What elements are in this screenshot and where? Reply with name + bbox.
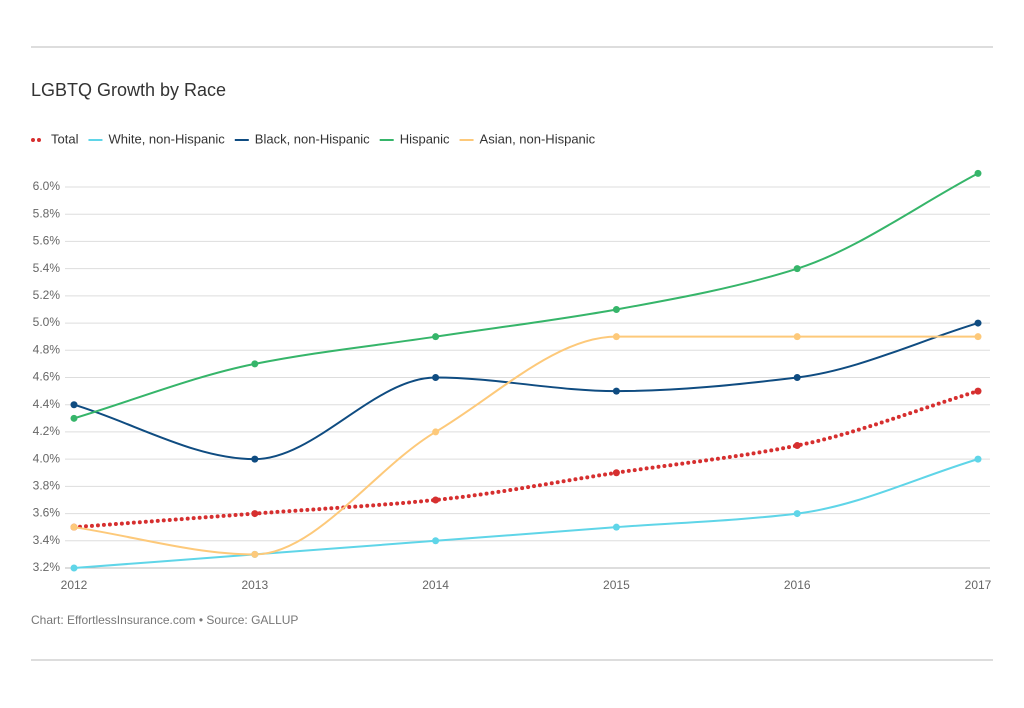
series-line	[73, 172, 979, 420]
x-tick-label: 2016	[784, 578, 811, 592]
data-point	[793, 333, 801, 341]
y-tick-label: 4.8%	[33, 342, 61, 356]
legend-label: Black, non-Hispanic	[255, 131, 370, 146]
data-point	[974, 455, 982, 463]
x-tick-label: 2015	[603, 578, 630, 592]
y-tick-label: 3.6%	[33, 506, 61, 520]
y-tick-label: 5.8%	[33, 206, 61, 220]
data-point	[432, 496, 440, 504]
y-tick-label: 3.2%	[33, 560, 61, 574]
data-point	[251, 455, 259, 463]
y-tick-label: 4.4%	[33, 397, 61, 411]
data-point	[70, 414, 78, 422]
data-point	[974, 319, 982, 327]
data-point	[612, 305, 620, 313]
legend-label: Total	[51, 131, 79, 146]
data-point	[793, 265, 801, 273]
data-point	[70, 401, 78, 409]
data-point	[793, 442, 801, 450]
data-point	[432, 374, 440, 382]
data-point	[251, 550, 259, 558]
y-tick-label: 4.2%	[33, 424, 61, 438]
y-tick-label: 5.0%	[33, 315, 61, 329]
data-point	[432, 333, 440, 341]
x-tick-label: 2013	[241, 578, 268, 592]
data-point	[251, 360, 259, 368]
x-tick-label: 2012	[61, 578, 88, 592]
x-tick-label: 2014	[422, 578, 449, 592]
data-point	[612, 387, 620, 395]
series-line	[72, 389, 980, 530]
series-line	[73, 458, 979, 569]
data-point	[70, 564, 78, 572]
legend-label: Hispanic	[400, 131, 450, 146]
y-tick-label: 6.0%	[33, 179, 61, 193]
data-point	[70, 523, 78, 531]
data-point	[432, 537, 440, 545]
data-point	[974, 387, 982, 395]
series-line	[73, 335, 978, 556]
data-point	[251, 510, 259, 518]
chart-title: LGBTQ Growth by Race	[31, 80, 226, 100]
source: Chart: EffortlessInsurance.com • Source:…	[31, 613, 298, 627]
data-point	[612, 523, 620, 531]
y-tick-label: 5.2%	[33, 288, 61, 302]
y-tick-label: 4.6%	[33, 370, 61, 384]
y-tick-label: 3.8%	[33, 479, 61, 493]
y-tick-label: 5.4%	[33, 261, 61, 275]
data-point	[793, 374, 801, 382]
legend-label: Asian, non-Hispanic	[480, 131, 596, 146]
data-point	[612, 469, 620, 477]
data-point	[432, 428, 440, 436]
series-line	[73, 322, 979, 461]
y-tick-label: 4.0%	[33, 451, 61, 465]
legend-label: White, non-Hispanic	[108, 131, 225, 146]
x-tick-label: 2017	[965, 578, 992, 592]
data-point	[793, 510, 801, 518]
data-point	[974, 333, 982, 341]
y-tick-label: 5.6%	[33, 234, 61, 248]
data-point	[974, 169, 982, 177]
y-tick-label: 3.4%	[33, 533, 61, 547]
data-point	[612, 333, 620, 341]
